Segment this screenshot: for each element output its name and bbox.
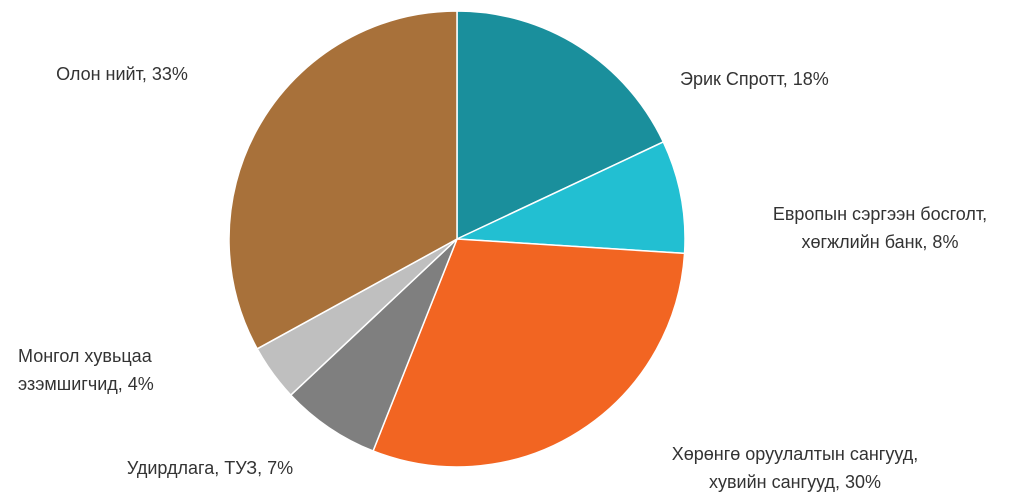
slice-label: Европын сэргээн босголт,	[773, 204, 987, 224]
slice-label: Эрик Спротт, 18%	[680, 69, 829, 89]
pie-slice	[372, 238, 686, 468]
pie-slice	[228, 10, 458, 350]
slice-label: хөгжлийн банк, 8%	[802, 232, 959, 252]
slice-label: Удирдлага, ТУЗ, 7%	[127, 458, 293, 478]
slice-label: Олон нийт, 33%	[56, 64, 188, 84]
slice-label: хувийн сангууд, 30%	[709, 472, 881, 492]
slice-label: эзэмшигчид, 4%	[18, 374, 154, 394]
pie-slice	[456, 140, 686, 255]
pie-slice	[456, 10, 665, 241]
slice-label: Монгол хувьцаа	[18, 346, 153, 366]
slice-label: Хөрөнгө оруулалтын сангууд,	[672, 444, 919, 464]
